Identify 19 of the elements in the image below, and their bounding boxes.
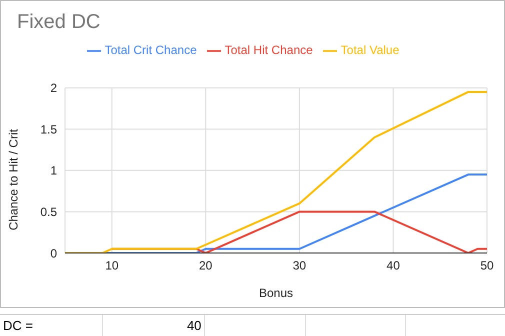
- legend-label: Total Value: [340, 43, 400, 57]
- y-tick-label: 2: [50, 81, 58, 96]
- y-tick-label: 0.5: [40, 204, 58, 219]
- y-axis-title: Chance to Hit / Crit: [6, 128, 20, 230]
- text: 40: [103, 315, 206, 336]
- chart-title: Fixed DC: [17, 11, 100, 34]
- x-tick-label: 50: [480, 258, 494, 273]
- x-tick-label: 40: [386, 258, 400, 273]
- legend-label: Total Hit Chance: [224, 43, 313, 57]
- text: DC =: [0, 315, 104, 336]
- line-series: [65, 90, 487, 253]
- x-axis-title: Bonus: [258, 286, 294, 300]
- x-tick-label: 10: [105, 258, 119, 273]
- y-tick-label: 1.5: [40, 122, 58, 136]
- y-tick-label: 1: [50, 164, 58, 178]
- legend-label: Total Crit Chance: [104, 43, 197, 57]
- x-tick-label: 20: [198, 258, 213, 273]
- y-tick-label: 0: [50, 246, 58, 260]
- x-tick-label: 30: [292, 258, 306, 273]
